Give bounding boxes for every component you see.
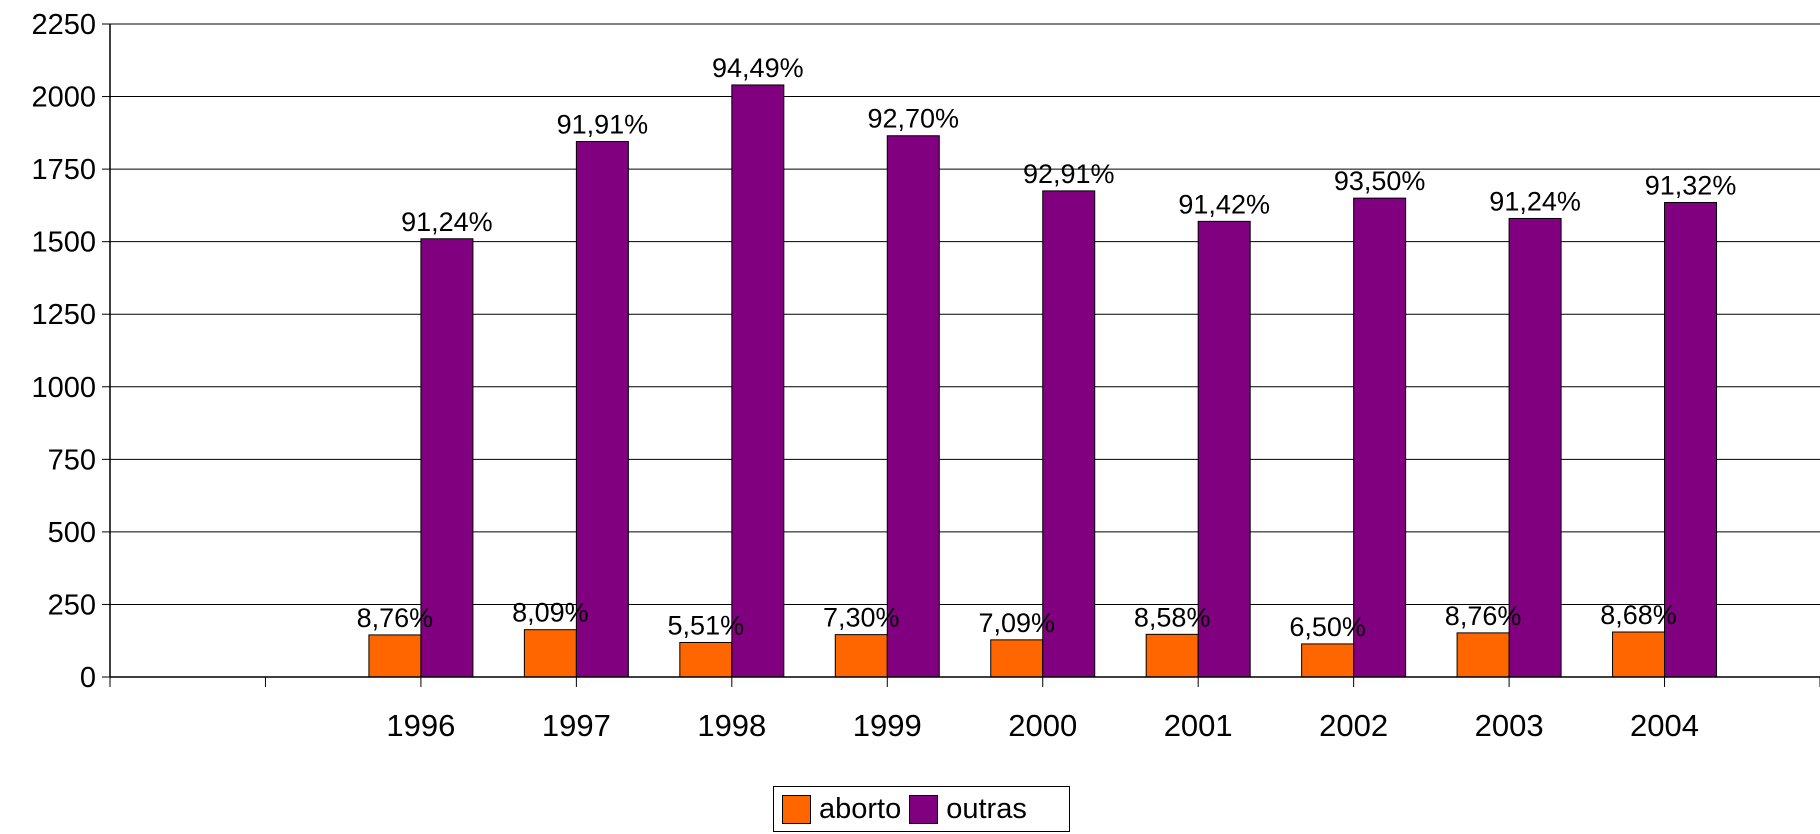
data-label-outras-1997: 91,91%: [557, 110, 649, 140]
bar-outras-2001: [1197, 220, 1251, 678]
legend-label-aborto: aborto: [819, 792, 902, 825]
data-label-aborto-1996: 8,76%: [357, 603, 434, 633]
bars: [368, 84, 1718, 678]
data-label-outras-2002: 93,50%: [1334, 166, 1426, 196]
data-label-outras-2001: 91,42%: [1178, 189, 1270, 219]
y-tick-label: 1750: [31, 154, 96, 186]
x-tick-label: 2001: [1164, 708, 1233, 743]
bar-aborto-1997: [523, 629, 577, 678]
legend-item-aborto: aborto: [782, 793, 901, 826]
data-label-aborto-1999: 7,30%: [823, 603, 900, 633]
y-tick-label: 500: [48, 517, 96, 549]
bar-aborto-2001: [1145, 633, 1199, 678]
data-label-aborto-1998: 5,51%: [668, 610, 745, 640]
data-labels: 8,76% 91,24% 8,09% 91,91% 5,51% 94,49% 7,30% 92…: [357, 53, 1737, 642]
bar-outras-1999: [886, 135, 940, 678]
y-tick-label: 2000: [31, 82, 96, 114]
data-label-outras-2004: 91,32%: [1645, 170, 1737, 200]
bar-aborto-2000: [990, 639, 1044, 678]
bar-aborto-2004: [1612, 631, 1666, 678]
data-label-outras-1999: 92,70%: [867, 104, 959, 134]
gridlines: [110, 23, 1820, 605]
x-tick-label: 1998: [697, 708, 766, 743]
data-label-aborto-2004: 8,68%: [1600, 600, 1677, 630]
data-label-aborto-2000: 7,09%: [978, 608, 1055, 638]
legend-item-outras: outras: [909, 793, 1027, 826]
data-label-aborto-2002: 6,50%: [1289, 612, 1366, 642]
legend: aborto outras: [773, 786, 1070, 832]
data-label-outras-2000: 92,91%: [1023, 159, 1115, 189]
bar-outras-2003: [1508, 217, 1562, 678]
bar-outras-1998: [731, 84, 785, 678]
bar-aborto-1996: [368, 634, 422, 678]
data-label-aborto-2003: 8,76%: [1445, 601, 1522, 631]
data-label-outras-1996: 91,24%: [401, 207, 493, 237]
bar-outras-2002: [1353, 197, 1407, 678]
data-label-outras-2003: 91,24%: [1489, 186, 1581, 216]
data-label-outras-1998: 94,49%: [712, 53, 804, 83]
bar-aborto-2003: [1456, 632, 1510, 678]
y-tick-label: 1500: [31, 227, 96, 259]
x-tick-label: 2000: [1008, 708, 1077, 743]
x-tick-label: 1996: [386, 708, 455, 743]
x-tick-label: 2003: [1475, 708, 1544, 743]
bar-outras-1997: [575, 141, 629, 678]
x-tick-label: 2002: [1319, 708, 1388, 743]
x-tick-label: 1997: [542, 708, 611, 743]
axes: [102, 23, 1820, 687]
legend-swatch-aborto: [782, 794, 811, 824]
y-tick-label: 750: [48, 444, 96, 476]
bar-aborto-1999: [834, 634, 888, 678]
x-tick-label: 1999: [853, 708, 922, 743]
data-label-aborto-1997: 8,09%: [512, 598, 589, 628]
bar-outras-2004: [1664, 201, 1718, 678]
y-tick-label: 0: [80, 662, 96, 694]
legend-swatch-outras: [909, 794, 939, 824]
bar-aborto-1998: [679, 641, 733, 678]
y-tick-label: 1000: [31, 372, 96, 404]
x-tick-label: 2004: [1630, 708, 1699, 743]
bar-outras-2000: [1042, 190, 1096, 678]
y-tick-label: 250: [48, 589, 96, 621]
y-tick-label: 2250: [31, 9, 96, 41]
y-tick-label: 1250: [31, 299, 96, 331]
data-label-aborto-2001: 8,58%: [1134, 602, 1211, 632]
tick-labels: 0 250 500 750 1000 1250 1500 1750 2000 2250 1996 19…: [31, 9, 1699, 743]
bar-aborto-2002: [1301, 643, 1355, 678]
legend-label-outras: outras: [946, 792, 1027, 825]
